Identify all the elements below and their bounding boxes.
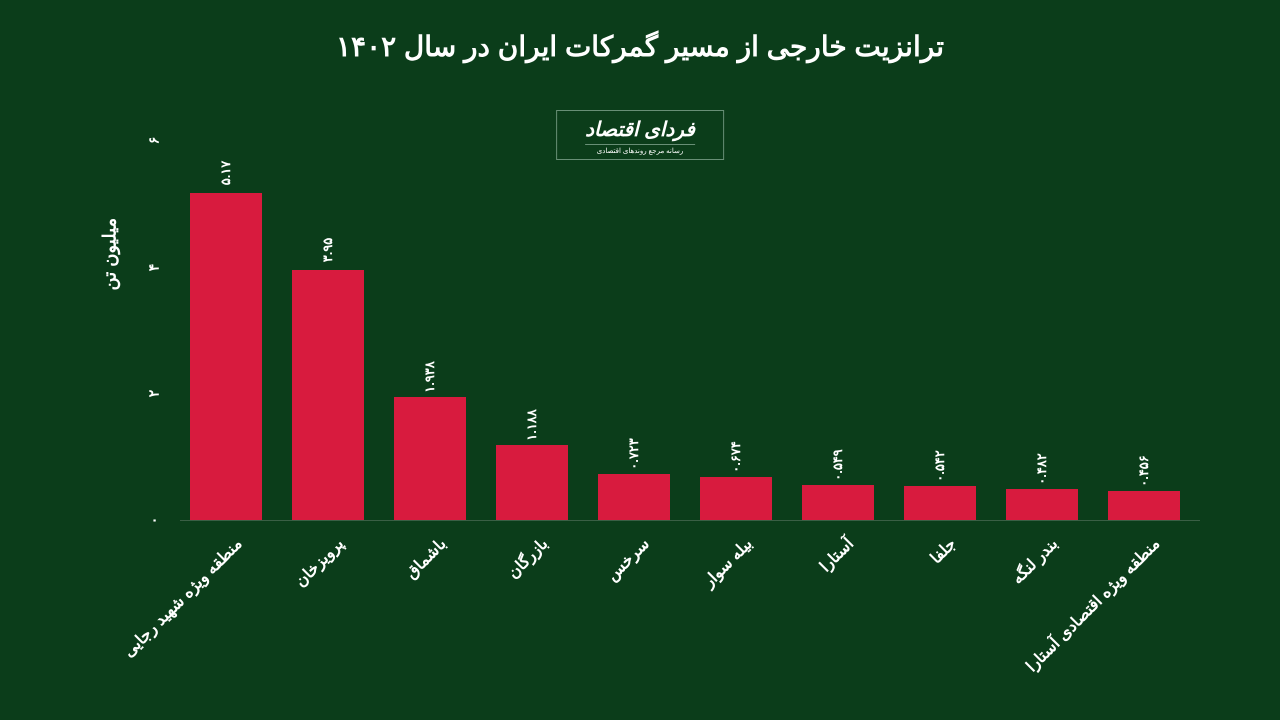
bar-value-label: ۰.۶۷۴ — [728, 437, 744, 477]
category-label: بندر لنگه — [1008, 534, 1062, 588]
bar — [802, 485, 874, 520]
category-label: باشماق — [401, 534, 450, 583]
bar-value-label: ۰.۴۸۲ — [1034, 449, 1050, 489]
bar — [598, 474, 670, 520]
bar-value-label: ۵.۱۷ — [218, 153, 234, 193]
category-label: سرخس — [603, 534, 654, 585]
bar-value-label: ۰.۵۴۹ — [830, 445, 846, 485]
y-tick: ۶ — [145, 137, 162, 145]
bar — [700, 477, 772, 520]
category-label: جلفا — [926, 534, 960, 568]
chart-title: ترانزیت خارجی از مسیر گمرکات ایران در سا… — [0, 0, 1280, 63]
bar — [904, 486, 976, 520]
bar — [1006, 489, 1078, 520]
bar-value-label: ۱.۹۳۸ — [422, 357, 438, 397]
bar — [496, 445, 568, 520]
y-axis-label: میلیون تن — [100, 218, 121, 291]
y-tick: ۲ — [145, 390, 162, 398]
bar — [292, 270, 364, 520]
bar-value-label: ۰.۷۲۳ — [626, 434, 642, 474]
bar-value-label: ۰.۴۵۶ — [1136, 451, 1152, 491]
bar-value-label: ۳.۹۵ — [320, 230, 336, 270]
category-label: پرویزخان — [291, 534, 348, 591]
category-label: بازرگان — [503, 534, 552, 583]
logo-sub: رسانه مرجع روندهای اقتصادی — [585, 147, 695, 155]
category-label: آستارا — [816, 534, 858, 576]
bar-value-label: ۰.۵۴۲ — [932, 446, 948, 486]
category-label: منطقه ویژه شهید رجایی — [119, 534, 246, 661]
bar-value-label: ۱.۱۸۸ — [524, 405, 540, 445]
logo-main: فردای اقتصاد — [585, 117, 695, 145]
y-tick: ۴ — [145, 263, 162, 271]
x-axis-baseline — [180, 520, 1200, 521]
category-label: بیله سوار — [699, 534, 757, 592]
bar — [190, 193, 262, 520]
bar — [394, 397, 466, 520]
bar — [1108, 491, 1180, 520]
logo-box: فردای اقتصاد رسانه مرجع روندهای اقتصادی — [556, 110, 724, 160]
y-tick: ۰ — [145, 517, 162, 525]
